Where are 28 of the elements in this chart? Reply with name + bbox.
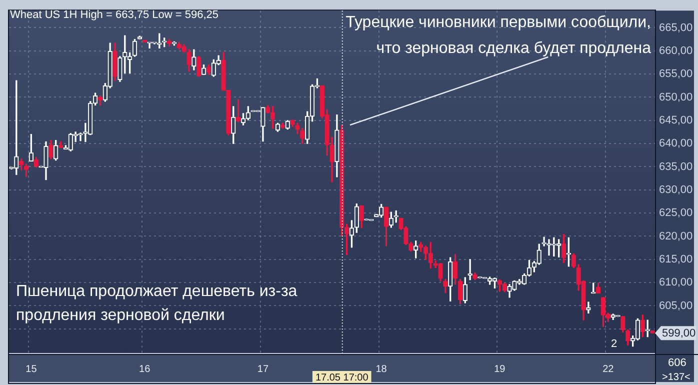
chart-title: Wheat US 1H High = 663,75 Low = 596,25 [10, 9, 219, 21]
y-tick-label: 660,00 [659, 44, 693, 57]
y-tick-label: 635,00 [659, 160, 693, 173]
y-tick-label: 615,00 [659, 253, 693, 266]
annotation: Пшеница продолжает дешеветь из-за продления зерновой сделки [16, 282, 298, 326]
y-tick-label: 620,00 [659, 230, 693, 242]
y-tick-label: 665,00 [659, 22, 693, 34]
text: 17.05 17:00 [315, 372, 369, 384]
y-tick-label: 630,00 [659, 184, 693, 196]
text: 599,00 [662, 328, 696, 340]
x-tick-label: 16 [139, 364, 151, 375]
x-tick-label: 18 [376, 364, 388, 375]
y-tick-label: 640,00 [659, 138, 693, 150]
text: >137< [662, 372, 690, 383]
x-tick-label: 22 [602, 364, 614, 375]
y-tick-label: 655,00 [659, 68, 693, 80]
y-tick-label: 605,00 [659, 300, 693, 312]
y-tick-label: 610,00 [659, 276, 693, 289]
annotation: 2 [611, 338, 618, 350]
y-tick-label: 625,00 [659, 207, 693, 220]
x-tick-label: 19 [494, 364, 506, 375]
text: 606 [668, 357, 686, 369]
x-tick-label: 17 [257, 364, 269, 375]
y-tick-label: 645,00 [659, 114, 693, 126]
x-tick-label: 15 [26, 364, 38, 375]
y-tick-label: 650,00 [659, 91, 693, 104]
annotation: Турецкие чиновники первыми сообщили, что зерновая сделка будет продлена [346, 13, 651, 59]
candlestick [468, 259, 472, 280]
